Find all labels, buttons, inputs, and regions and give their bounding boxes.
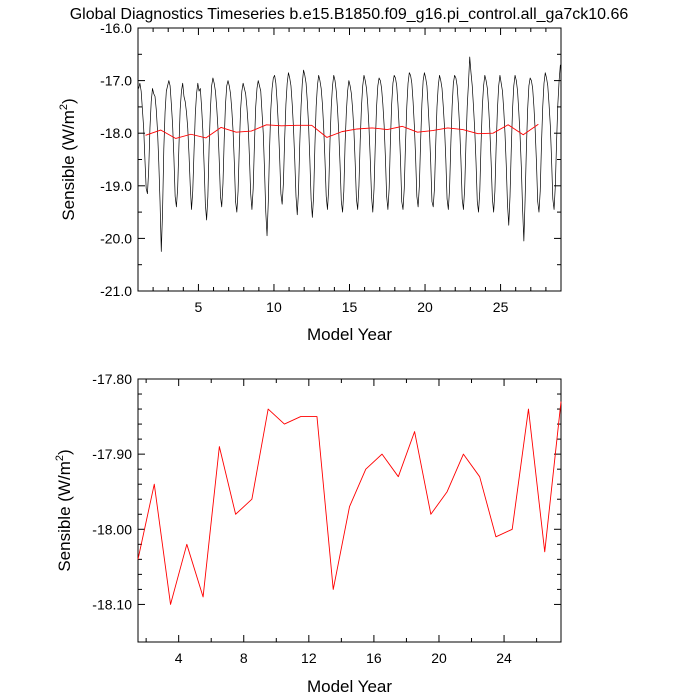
x-tick-label: 12: [301, 650, 317, 666]
plot-frame: [137, 378, 562, 643]
y-tick-label: -17.80: [92, 371, 132, 387]
x-axis-label: Model Year: [307, 325, 392, 344]
x-tick-label: 20: [431, 650, 447, 666]
y-axis-label: Sensible (W/m2): [58, 98, 78, 220]
x-tick-label: 5: [195, 299, 203, 315]
x-tick-label: 10: [266, 299, 282, 315]
x-axis-label: Model Year: [307, 677, 392, 696]
bottom-panel: -18.10 -18.00 -17.90 -17.80 4 8 12 16 20 24 Model …: [54, 371, 562, 696]
annual-series-line: [145, 123, 539, 139]
y-tick-label: -20.0: [100, 230, 132, 246]
x-tick-label: 20: [417, 299, 433, 315]
x-tick-label: 25: [493, 299, 509, 315]
x-tick-label: 4: [175, 650, 183, 666]
x-tick-label: 15: [342, 299, 358, 315]
y-axis-label: Sensible (W/m2): [54, 449, 74, 571]
y-tick-label: -17.0: [100, 73, 132, 89]
y-tick-label: -18.10: [92, 596, 132, 612]
x-tick-label: 8: [240, 650, 248, 666]
plot-frame: [137, 27, 562, 292]
figure-title: Global Diagnostics Timeseries b.e15.B185…: [70, 6, 629, 23]
y-tick-label: -16.0: [100, 20, 132, 36]
annual-series-line: [137, 401, 562, 605]
y-tick-label: -18.00: [92, 521, 132, 537]
x-tick-label: 16: [366, 650, 382, 666]
y-tick-label: -17.90: [92, 446, 132, 462]
x-tick-label: 24: [496, 650, 512, 666]
y-tick-label: -18.0: [100, 125, 132, 141]
monthly-series-line: [138, 56, 561, 252]
top-panel: -21.0 -20.0 -19.0 -18.0 -17.0 -16.0 5 10 15 20 25 M…: [58, 20, 562, 344]
y-tick-label: -21.0: [100, 283, 132, 299]
y-tick-label: -19.0: [100, 178, 132, 194]
